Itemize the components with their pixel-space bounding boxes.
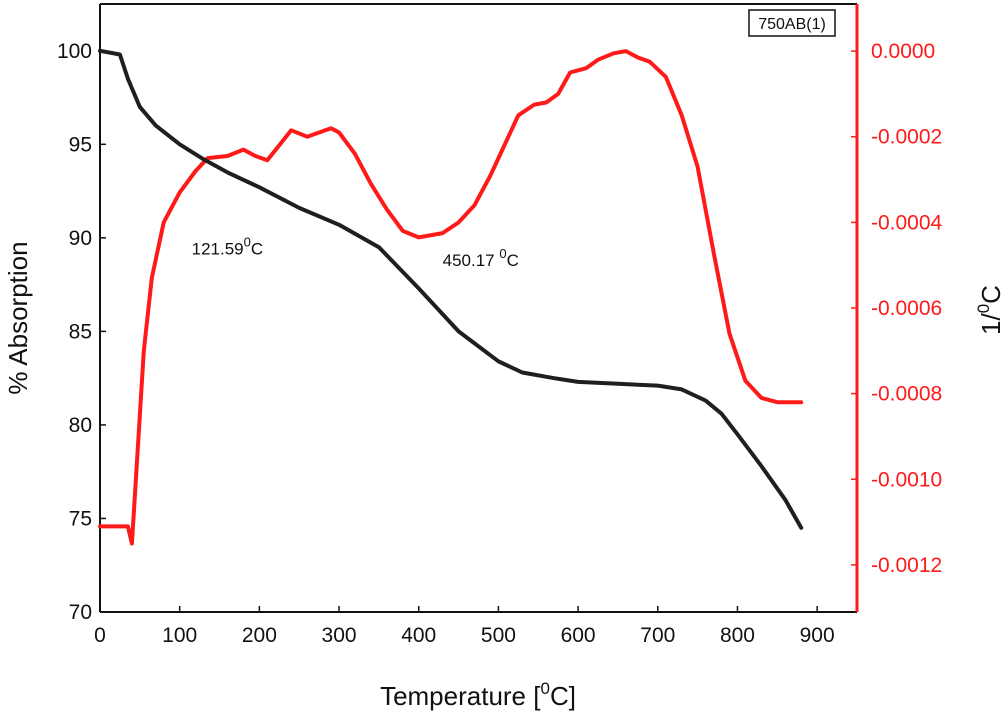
annotation-2-value: 450.17 <box>443 251 500 270</box>
left-tick-label: 80 <box>69 414 92 437</box>
left-tick-label: 100 <box>57 40 92 63</box>
right-tick-label: -0.0002 <box>871 126 942 149</box>
x-axis-title-text: Temperature [ <box>380 681 541 711</box>
left-tick-label: 85 <box>69 320 92 343</box>
left-tick-label: 95 <box>69 133 92 156</box>
bottom-tick-label: 600 <box>561 624 596 647</box>
right-tick-label: -0.0010 <box>871 468 942 491</box>
right-axis-ticks: 0.0000 -0.0002 -0.0004 -0.0006 -0.0008 -0.001… <box>851 40 943 577</box>
right-tick-label: -0.0008 <box>871 383 942 406</box>
bottom-axis-ticks: 0 100 200 300 400 500 600 700 800 900 <box>94 606 835 647</box>
legend: 750AB(1) <box>748 9 836 37</box>
right-tick-label: -0.0012 <box>871 554 942 577</box>
annotation-2-unit: C <box>507 251 519 270</box>
bottom-tick-label: 100 <box>162 624 197 647</box>
absorption-series-line <box>98 48 804 530</box>
bottom-tick-label: 200 <box>242 624 277 647</box>
bottom-tick-label: 0 <box>94 624 106 647</box>
y-axis-right-title-text: 1/ <box>976 313 1005 335</box>
annotation-peak-2: 450.17 0C <box>443 246 519 270</box>
annotation-2-degree: 0 <box>499 246 506 261</box>
bottom-tick-label: 400 <box>401 624 436 647</box>
right-tick-label: -0.0004 <box>871 211 943 234</box>
right-tick-label: 0.0000 <box>871 40 935 63</box>
annotation-1-unit: C <box>251 240 263 259</box>
legend-box <box>748 9 836 37</box>
bottom-tick-label: 300 <box>322 624 357 647</box>
annotation-peak-1: 121.590C <box>192 235 264 259</box>
left-axis-ticks: 70 75 80 85 90 95 100 <box>57 40 106 624</box>
bottom-tick-label: 700 <box>640 624 675 647</box>
y-axis-right-title-degree: 0 <box>974 304 993 313</box>
y-axis-right-title: 1/0C <box>974 285 1005 335</box>
bottom-tick-label: 500 <box>481 624 516 647</box>
left-tick-label: 70 <box>69 601 92 624</box>
bottom-tick-label: 900 <box>800 624 835 647</box>
derivative-series-line <box>98 49 804 546</box>
right-tick-label: -0.0006 <box>871 297 942 320</box>
bottom-tick-label: 800 <box>720 624 755 647</box>
annotation-1-value: 121.59 <box>192 240 244 259</box>
x-axis-title: Temperature [0C] <box>380 679 576 711</box>
x-axis-title-unit: C] <box>550 681 576 711</box>
y-axis-left-title: % Absorption <box>3 241 33 394</box>
x-axis-title-degree: 0 <box>540 679 549 698</box>
y-axis-right-title-unit: C <box>976 285 1005 304</box>
legend-label: 750AB(1) <box>758 16 826 33</box>
annotation-1-degree: 0 <box>244 235 251 250</box>
left-tick-label: 75 <box>69 507 92 530</box>
left-tick-label: 90 <box>69 227 92 250</box>
